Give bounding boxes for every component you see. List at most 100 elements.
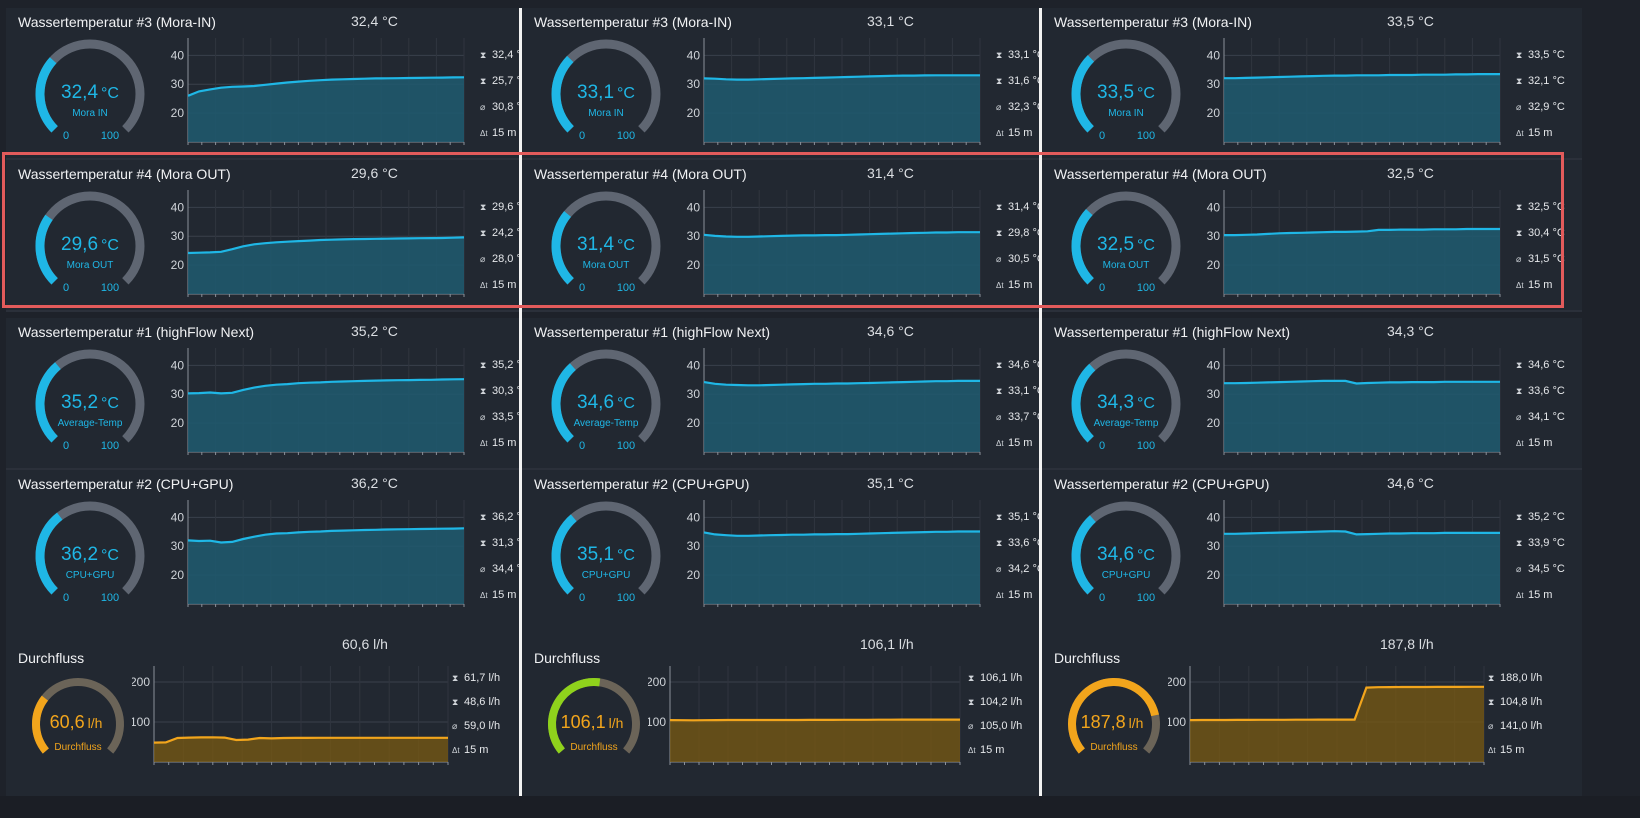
y-tick-label: 20	[687, 106, 701, 120]
y-tick-label: 30	[1207, 77, 1221, 91]
stat-max-icon: ⧗	[1516, 359, 1523, 370]
sensor-tile[interactable]: Durchfluss 187,8 l/h 187,8 l/h Durchfluss 200…	[1042, 620, 1582, 798]
sensor-tile[interactable]: Wassertemperatur #4 (Mora OUT) 31,4 °C 31,…	[522, 160, 1062, 312]
stat-span: Δt 15 m	[996, 582, 1060, 608]
series-area	[154, 737, 448, 762]
gauge-label: CPU+GPU	[582, 570, 631, 581]
stat-value: 15 m	[980, 744, 1005, 756]
sensor-tile[interactable]: Wassertemperatur #3 (Mora-IN) 33,5 °C 33,5…	[1042, 8, 1582, 160]
stat-avg-icon: ⌀	[1488, 720, 1494, 731]
history-chart-svg: 40 30 20	[171, 190, 465, 297]
sensor-tile[interactable]: Durchfluss 60,6 l/h 60,6 l/h Durchfluss 200 10…	[6, 620, 546, 798]
gauge-fill	[1071, 209, 1094, 285]
sensor-tile[interactable]: Wassertemperatur #4 (Mora OUT) 32,5 °C 32,…	[1042, 160, 1582, 312]
history-chart-svg: 40 30 20	[1207, 348, 1501, 455]
stat-max-icon: ⧗	[1516, 49, 1523, 60]
stat-min: ⧗ 104,2 l/h	[968, 690, 1032, 714]
stat-span: Δt 15 m	[968, 738, 1032, 762]
gauge: 60,6 l/h Durchfluss	[22, 662, 146, 774]
series-line	[153, 736, 448, 744]
stat-avg: ⌀ 32,9 °C	[1516, 94, 1580, 120]
stat-max: ⧗ 31,4 °C	[996, 194, 1060, 220]
sensor-tile[interactable]: Wassertemperatur #4 (Mora OUT) 29,6 °C 29,…	[6, 160, 546, 312]
stats-panel: ⧗ 33,5 °C ⧗ 32,1 °C ⌀ 32,9 °C Δt 15 m	[1516, 42, 1580, 146]
gauge-fill	[551, 363, 576, 443]
stat-max-icon: ⧗	[452, 672, 459, 683]
sensor-tile[interactable]: Wassertemperatur #2 (CPU+GPU) 35,1 °C 35,1…	[522, 470, 1062, 622]
gauge-dial: 35,2 °C Average-Temp 0 100	[35, 349, 145, 452]
stat-value: 59,0 l/h	[464, 720, 501, 732]
series-line	[1189, 685, 1484, 722]
stat-value: 33,5 °C	[1528, 49, 1565, 61]
gauge-min: 0	[63, 592, 69, 604]
stat-span: Δt 15 m	[996, 272, 1060, 298]
history-chart-svg: 40 30 20	[1207, 500, 1501, 607]
gauge-label: Average-Temp	[1094, 418, 1159, 429]
stat-value: 31,5 °C	[1528, 253, 1565, 265]
stat-span: Δt 15 m	[480, 430, 544, 456]
stat-avg: ⌀ 31,5 °C	[1516, 246, 1580, 272]
stat-value: 34,2 °C	[1008, 563, 1045, 575]
stat-span: Δt 15 m	[1516, 582, 1580, 608]
stat-avg-icon: ⌀	[480, 411, 486, 422]
stat-max-icon: ⧗	[996, 359, 1003, 370]
gauge-value: 36,2 °C	[61, 544, 119, 565]
sensor-tile[interactable]: Wassertemperatur #3 (Mora-IN) 32,4 °C 32,4…	[6, 8, 546, 160]
stat-min-icon: ⧗	[968, 696, 975, 707]
history-chart: 40 30 20	[166, 184, 468, 302]
sensor-tile[interactable]: Wassertemperatur #1 (highFlow Next) 34,3 …	[1042, 318, 1582, 470]
gauge: 34,6 °C Average-Temp 0 100	[548, 346, 672, 458]
y-tick-label: 40	[687, 510, 701, 524]
series-line	[187, 527, 465, 544]
gauge-dial: 60,6 l/h Durchfluss	[32, 678, 124, 754]
tile-current-value: 32,5 °C	[1387, 165, 1434, 181]
series-area	[1224, 74, 1500, 142]
series-line	[703, 231, 980, 238]
history-chart: 40 30 20	[682, 32, 984, 150]
stat-value: 34,6 °C	[1528, 359, 1565, 371]
gauge-label: Mora OUT	[583, 260, 630, 271]
stat-value: 15 m	[1528, 127, 1553, 139]
history-chart-svg: 40 30 20	[171, 500, 465, 607]
gauge-value: 35,1 °C	[577, 544, 635, 565]
stat-min-icon: ⧗	[480, 227, 487, 238]
dashboard-grid: Wassertemperatur #3 (Mora-IN) 32,4 °C 32,4…	[6, 8, 1634, 798]
history-chart: 40 30 20	[682, 342, 984, 460]
series-area	[1224, 229, 1500, 294]
gauge-label: CPU+GPU	[66, 570, 115, 581]
sensor-tile[interactable]: Wassertemperatur #1 (highFlow Next) 34,6 …	[522, 318, 1062, 470]
gauge: 36,2 °C CPU+GPU 0 100	[32, 498, 156, 610]
gauge-label: Mora OUT	[67, 260, 114, 271]
stat-min: ⧗ 48,6 l/h	[452, 690, 516, 714]
sensor-tile[interactable]: Wassertemperatur #2 (CPU+GPU) 34,6 °C 34,6…	[1042, 470, 1582, 622]
gauge-fill	[35, 57, 58, 133]
history-chart-svg: 40 30 20	[1207, 190, 1501, 297]
gauge-min: 0	[1099, 282, 1105, 294]
stat-timespan-icon: Δt	[1516, 128, 1524, 138]
sensor-tile[interactable]: Wassertemperatur #1 (highFlow Next) 35,2 …	[6, 318, 546, 470]
stat-avg: ⌀ 105,0 l/h	[968, 714, 1032, 738]
stats-panel: ⧗ 35,2 °C ⧗ 33,9 °C ⌀ 34,5 °C Δt 15 m	[1516, 504, 1580, 608]
y-tick-label: 40	[171, 200, 185, 214]
gauge-min: 0	[1099, 130, 1105, 142]
y-tick-label: 200	[1168, 675, 1186, 689]
y-tick-label: 20	[687, 258, 701, 272]
sensor-tile[interactable]: Durchfluss 106,1 l/h 106,1 l/h Durchfluss 200…	[522, 620, 1062, 798]
sensor-tile[interactable]: Wassertemperatur #3 (Mora-IN) 33,1 °C 33,1…	[522, 8, 1062, 160]
stat-value: 32,3 °C	[1008, 101, 1045, 113]
stat-value: 15 m	[464, 744, 489, 756]
history-chart: 200 100	[646, 660, 964, 770]
gauge-min: 0	[1099, 592, 1105, 604]
series-area	[1190, 686, 1484, 762]
tile-title: Wassertemperatur #3 (Mora-IN)	[534, 14, 732, 30]
tile-current-value: 31,4 °C	[867, 165, 914, 181]
sensor-tile[interactable]: Wassertemperatur #2 (CPU+GPU) 36,2 °C 36,2…	[6, 470, 546, 622]
stat-avg-icon: ⌀	[480, 253, 486, 264]
gauge-min: 0	[63, 440, 69, 452]
y-tick-label: 30	[1207, 387, 1221, 401]
gauge-dial: 34,6 °C CPU+GPU 0 100	[1071, 501, 1181, 604]
gauge-value: 29,6 °C	[61, 234, 119, 255]
history-chart: 40 30 20	[166, 32, 468, 150]
stat-span: Δt 15 m	[452, 738, 516, 762]
gauge: 33,1 °C Mora IN 0 100	[548, 36, 672, 148]
